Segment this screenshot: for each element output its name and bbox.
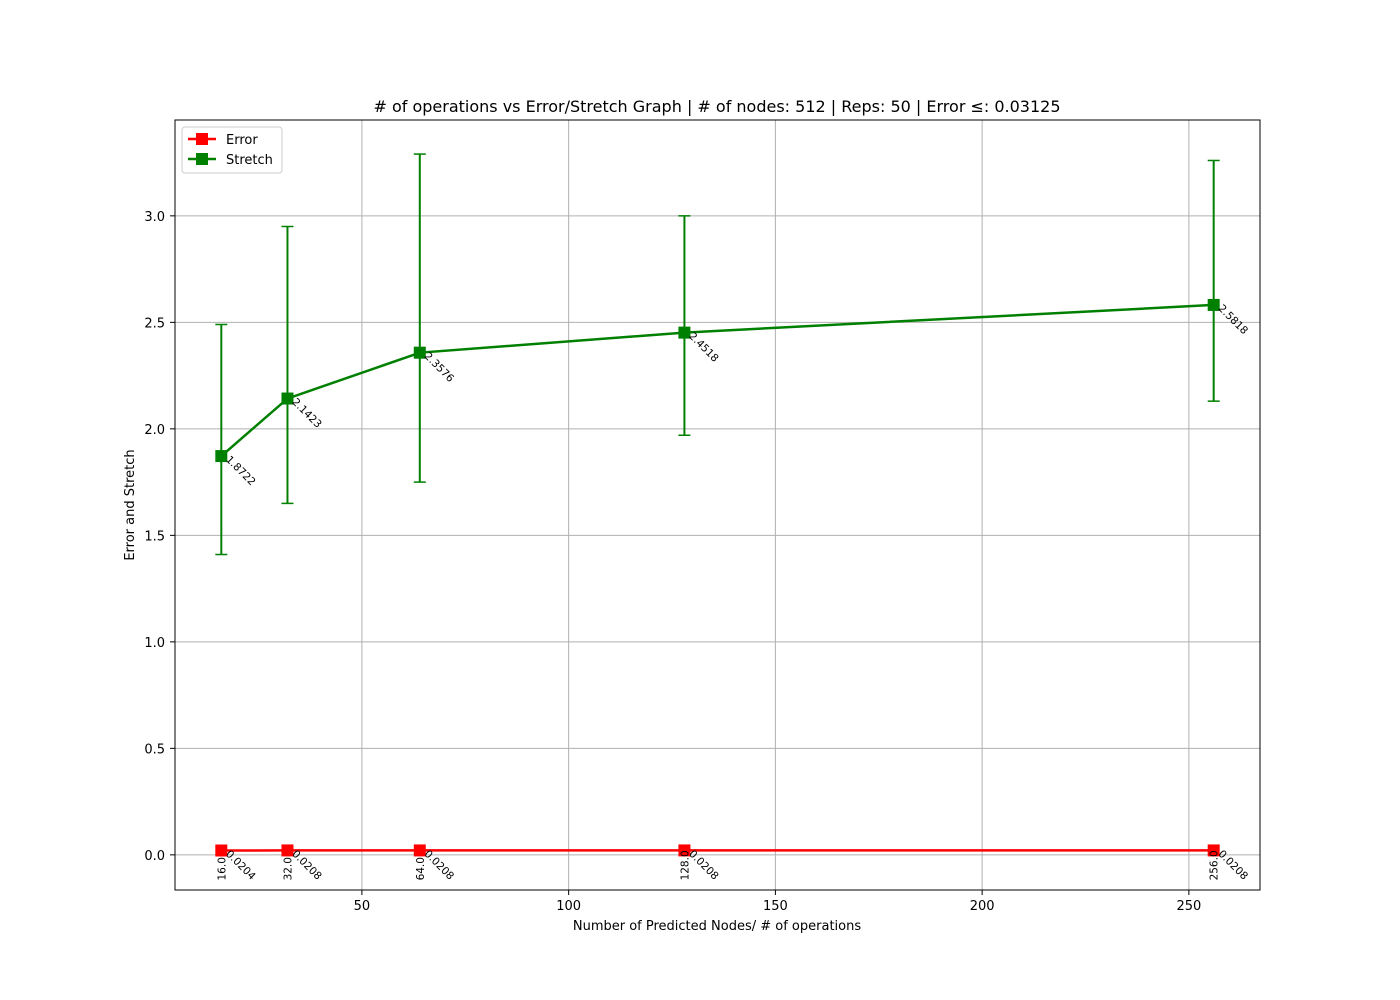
x-tick-label: 200 (970, 899, 995, 914)
x-tick-label: 150 (763, 899, 788, 914)
x-value-label: 16.0 (216, 857, 228, 880)
data-point (678, 844, 691, 857)
y-tick-label: 0.5 (144, 742, 165, 757)
data-point (678, 326, 691, 339)
x-value-label: 128.0 (679, 850, 691, 880)
x-tick-label: 50 (354, 899, 371, 914)
data-label: 0.0208 (289, 848, 323, 882)
x-value-label: 32.0 (282, 857, 294, 880)
plot-series: 0.0204 0.0208 0.0208 0.0208 0.0208 16.0 32.0 64… (215, 153, 1250, 883)
y-tick-label: 2.0 (144, 423, 165, 438)
x-tick-label: 250 (1176, 899, 1201, 914)
legend-marker (196, 153, 208, 165)
legend-item-error: Error (188, 133, 258, 148)
y-tick-label: 1.0 (144, 636, 165, 651)
data-label: 2.5818 (1216, 303, 1250, 337)
x-axis-label: Number of Predicted Nodes/ # of operatio… (573, 919, 861, 934)
y-axis-label: Error and Stretch (123, 449, 138, 560)
series-error: 0.0204 0.0208 0.0208 0.0208 0.0208 16.0 32.0 64… (215, 844, 1250, 883)
data-label: 2.1423 (289, 396, 323, 430)
data-label: 2.3576 (422, 350, 457, 385)
grid (175, 120, 1260, 890)
y-tick-label: 2.5 (144, 316, 165, 331)
chart-title: # of operations vs Error/Stretch Graph |… (373, 97, 1060, 116)
data-label: 0.0208 (422, 848, 456, 882)
legend-label: Stretch (226, 153, 273, 168)
y-tick-label: 0.0 (144, 849, 165, 864)
x-value-label: 64.0 (415, 857, 427, 880)
axes-ticks: 50 100 150 200 250 0.0 0.5 1.0 1.5 2.0 2.5 3.0 (144, 210, 1201, 914)
data-point (413, 346, 426, 359)
data-label: 2.4518 (686, 330, 720, 364)
data-point (281, 392, 294, 405)
data-label: 0.0204 (223, 848, 258, 883)
plot-frame (174, 119, 1261, 891)
data-point (215, 844, 228, 857)
legend-label: Error (226, 133, 258, 148)
data-label: 0.0208 (1216, 848, 1250, 882)
legend-marker (196, 133, 208, 145)
series-stretch: 1.8722 2.1423 2.3576 2.4518 2.5818 (215, 153, 1250, 556)
legend: Error Stretch (181, 126, 283, 174)
data-point (215, 450, 228, 463)
data-label: 1.8722 (223, 454, 257, 488)
legend-item-stretch: Stretch (188, 153, 273, 168)
data-point (1207, 844, 1220, 857)
data-point (1207, 298, 1220, 311)
data-point (281, 844, 294, 857)
series-line (220, 303, 1214, 458)
y-tick-label: 1.5 (144, 529, 165, 544)
data-label: 0.0208 (686, 848, 720, 882)
y-tick-label: 3.0 (144, 210, 165, 225)
data-point (413, 844, 426, 857)
x-value-label: 256.0 (1209, 850, 1221, 880)
x-tick-label: 100 (556, 899, 581, 914)
